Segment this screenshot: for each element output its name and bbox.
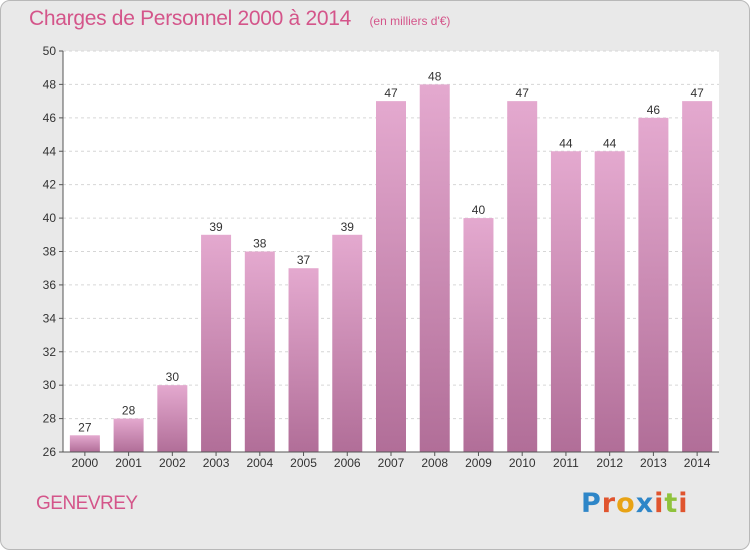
y-tick-label: 28 [43,412,57,426]
x-tick-label: 2012 [596,456,623,470]
chart-title: Charges de Personnel 2000 à 2014 [29,7,351,30]
y-tick-label: 50 [43,44,57,58]
x-tick-label: 2003 [203,456,230,470]
data-label: 47 [384,86,398,100]
title-row: Charges de Personnel 2000 à 2014 (en mil… [29,7,450,31]
bar [332,234,363,452]
bar [376,101,406,452]
x-tick-label: 2006 [334,456,361,470]
data-label: 39 [209,220,223,234]
y-tick-label: 26 [43,445,57,459]
x-tick-label: 2000 [72,456,99,470]
y-tick-label: 48 [43,77,57,91]
x-tick-label: 2013 [640,456,667,470]
x-tick-label: 2002 [159,456,186,470]
y-tick-label: 32 [43,345,57,359]
logo-letter: t [664,488,679,519]
commune-name: GENEVREY [36,493,138,514]
bar [244,251,275,452]
bar [419,84,450,453]
logo-letter: x [635,488,655,519]
bar [201,234,232,452]
proxiti-logo[interactable]: Proxiti [581,488,689,519]
data-label: 44 [559,136,573,150]
data-label: 48 [428,69,442,83]
x-tick-label: 2009 [465,456,492,470]
y-tick-label: 42 [43,178,57,192]
x-tick-label: 2001 [115,456,142,470]
bar [638,117,669,452]
data-label: 47 [516,86,530,100]
logo-letter: o [616,488,636,519]
x-tick-label: 2010 [509,456,536,470]
x-tick-label: 2004 [246,456,273,470]
y-tick-label: 38 [43,245,57,259]
x-tick-label: 2014 [684,456,711,470]
bar [113,418,144,452]
x-tick-label: 2007 [378,456,405,470]
data-label: 46 [647,103,661,117]
data-label: 27 [78,420,92,434]
x-tick-label: 2011 [553,456,579,470]
data-label: 38 [253,237,267,251]
logo-letter: i [678,488,689,519]
logo-letter: i [654,488,665,519]
y-tick-label: 46 [43,111,57,125]
chart-subtitle: (en milliers d'€) [369,14,451,28]
y-tick-label: 40 [43,211,57,225]
bar [463,218,494,452]
data-label: 37 [297,253,311,267]
bar [550,151,581,452]
y-tick-label: 30 [43,378,57,392]
logo-letter: P [581,488,602,519]
data-label: 40 [472,203,486,217]
data-label: 30 [166,370,180,384]
y-tick-label: 44 [43,144,57,158]
bar [157,385,188,452]
y-tick-label: 34 [43,311,57,325]
bar [69,435,100,452]
bar [288,268,319,452]
bar [682,101,713,452]
data-label: 44 [603,136,617,150]
data-label: 28 [122,404,136,418]
y-tick-label: 36 [43,278,57,292]
bar [594,151,625,452]
x-tick-label: 2005 [290,456,317,470]
logo-letter: r [601,488,617,519]
data-label: 39 [341,220,355,234]
data-label: 47 [690,86,704,100]
x-tick-label: 2008 [421,456,448,470]
bar [507,101,538,452]
